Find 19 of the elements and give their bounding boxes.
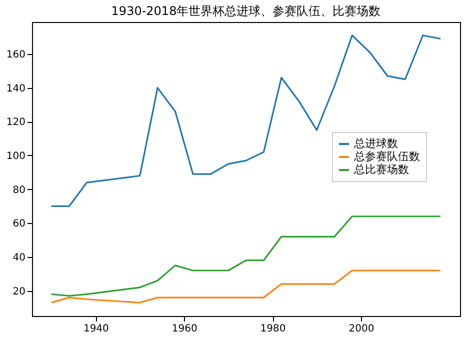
y-tick-label: 20 xyxy=(12,286,26,298)
line-series xyxy=(50,270,442,304)
y-tick-label: 60 xyxy=(12,218,26,230)
y-tick-label: 160 xyxy=(6,49,26,60)
legend-label: 总参赛队伍数 xyxy=(353,150,420,163)
legend-label: 总进球数 xyxy=(353,137,398,150)
y-tick-label: 140 xyxy=(6,83,26,94)
y-tick-label: 80 xyxy=(12,184,26,196)
x-tick-label: 1960 xyxy=(172,324,198,334)
y-tick-label: 40 xyxy=(12,252,26,264)
x-tick-label: 1940 xyxy=(83,324,109,334)
line-series xyxy=(50,216,442,297)
legend-label: 总比赛场数 xyxy=(353,163,409,176)
y-tick-label: 100 xyxy=(6,150,26,162)
x-tick-label: 1980 xyxy=(260,324,286,334)
y-tick-label: 120 xyxy=(6,117,26,128)
chart-title: 1930-2018年世界杯总进球、参赛队伍、比赛场数 xyxy=(111,4,381,18)
x-tick-label: 2000 xyxy=(348,324,374,334)
line-series xyxy=(50,34,442,208)
